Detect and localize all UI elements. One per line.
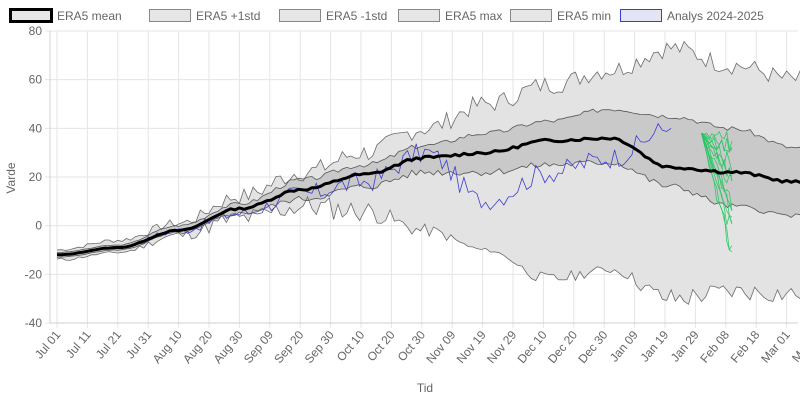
legend-item: ERA5 +1std [149, 9, 260, 23]
line-era5-max [56, 40, 800, 251]
y-tick-label: 60 [29, 73, 43, 87]
x-tick-label: Dec 30 [575, 328, 610, 366]
x-tick-label: Jul 11 [63, 328, 94, 361]
y-tick-label: -40 [25, 316, 43, 330]
x-tick-label: Mar 01 [758, 328, 793, 366]
line-ensemble-member [701, 133, 733, 212]
legend-item: ERA5 -1std [279, 9, 387, 23]
bands [57, 41, 800, 305]
y-tick-label: 20 [29, 170, 43, 184]
line-ensemble-member [701, 133, 733, 253]
legend-item: ERA5 mean [9, 8, 122, 23]
x-tick-label: Dec 10 [515, 328, 550, 366]
x-tick-label: Nov 19 [454, 328, 489, 366]
legend-label: ERA5 mean [57, 9, 122, 23]
legend-item: ERA5 max [398, 9, 502, 23]
x-tick-label: Nov 29 [484, 328, 519, 366]
line-ensemble-member [701, 132, 733, 152]
x-tick-label: Aug 10 [150, 328, 185, 366]
x-tick-label: Oct 20 [364, 328, 398, 364]
x-tick-label: Jan 29 [668, 328, 702, 365]
x-tick-label: Nov 09 [423, 328, 458, 366]
legend-label: ERA5 -1std [326, 9, 387, 23]
line-ensemble-member [701, 130, 733, 151]
x-tick-label: Jul 21 [93, 328, 125, 362]
x-tick-label: Jul 01 [32, 328, 64, 362]
x-tick-label: Oct 30 [395, 328, 429, 364]
legend-swatch [620, 9, 662, 22]
x-tick-label: Jan 09 [607, 328, 641, 365]
legend-swatch [149, 9, 191, 22]
line-era5-mean [57, 136, 800, 257]
band-min-max [57, 41, 800, 305]
legend-swatch [9, 8, 53, 23]
legend-item: ERA5 min [510, 9, 611, 23]
line-ensemble-member [701, 133, 733, 181]
x-tick-label: Aug 20 [180, 328, 215, 366]
line-ensemble-member [701, 132, 733, 172]
x-tick-label: Feb 18 [728, 328, 763, 366]
x-tick-label: Sep 09 [241, 328, 276, 366]
x-tick-label: Dec 20 [545, 328, 580, 366]
band-std [57, 109, 800, 258]
x-tick-label: Sep 30 [302, 328, 337, 366]
y-axis-ticks: 80 60 40 20 0 -20 -40 [25, 24, 43, 330]
x-tick-label: Jan 19 [637, 328, 671, 365]
x-tick-label: Feb 08 [697, 328, 732, 366]
legend-label: ERA5 min [557, 9, 611, 23]
legend-swatch [279, 9, 321, 22]
legend-label: ERA5 +1std [196, 9, 260, 23]
y-tick-label: 40 [29, 121, 43, 135]
x-tick-label: Oct 10 [334, 328, 368, 364]
x-tick-label: Mar 11 [789, 328, 800, 365]
line-ensemble-member [701, 132, 733, 184]
line-era5-plus1std [57, 108, 800, 253]
legend-item: Analys 2024-2025 [620, 9, 764, 23]
legend: ERA5 mean ERA5 +1std ERA5 -1std ERA5 max ERA… [9, 8, 764, 23]
legend-swatch [510, 9, 552, 22]
legend-swatch [398, 9, 440, 22]
x-tick-label: Sep 20 [271, 328, 306, 366]
legend-label: ERA5 max [445, 9, 502, 23]
series-lines [56, 40, 800, 305]
x-tick-label: Aug 30 [211, 328, 246, 366]
y-tick-label: 80 [29, 24, 43, 38]
legend-label: Analys 2024-2025 [667, 9, 764, 23]
line-ensemble-member [701, 133, 733, 225]
y-axis-title: Varde [4, 162, 18, 193]
y-tick-label: 0 [35, 219, 42, 233]
y-tick-label: -20 [25, 267, 43, 281]
line-ensemble-member [701, 132, 733, 153]
x-axis-title: Tid [417, 381, 433, 395]
